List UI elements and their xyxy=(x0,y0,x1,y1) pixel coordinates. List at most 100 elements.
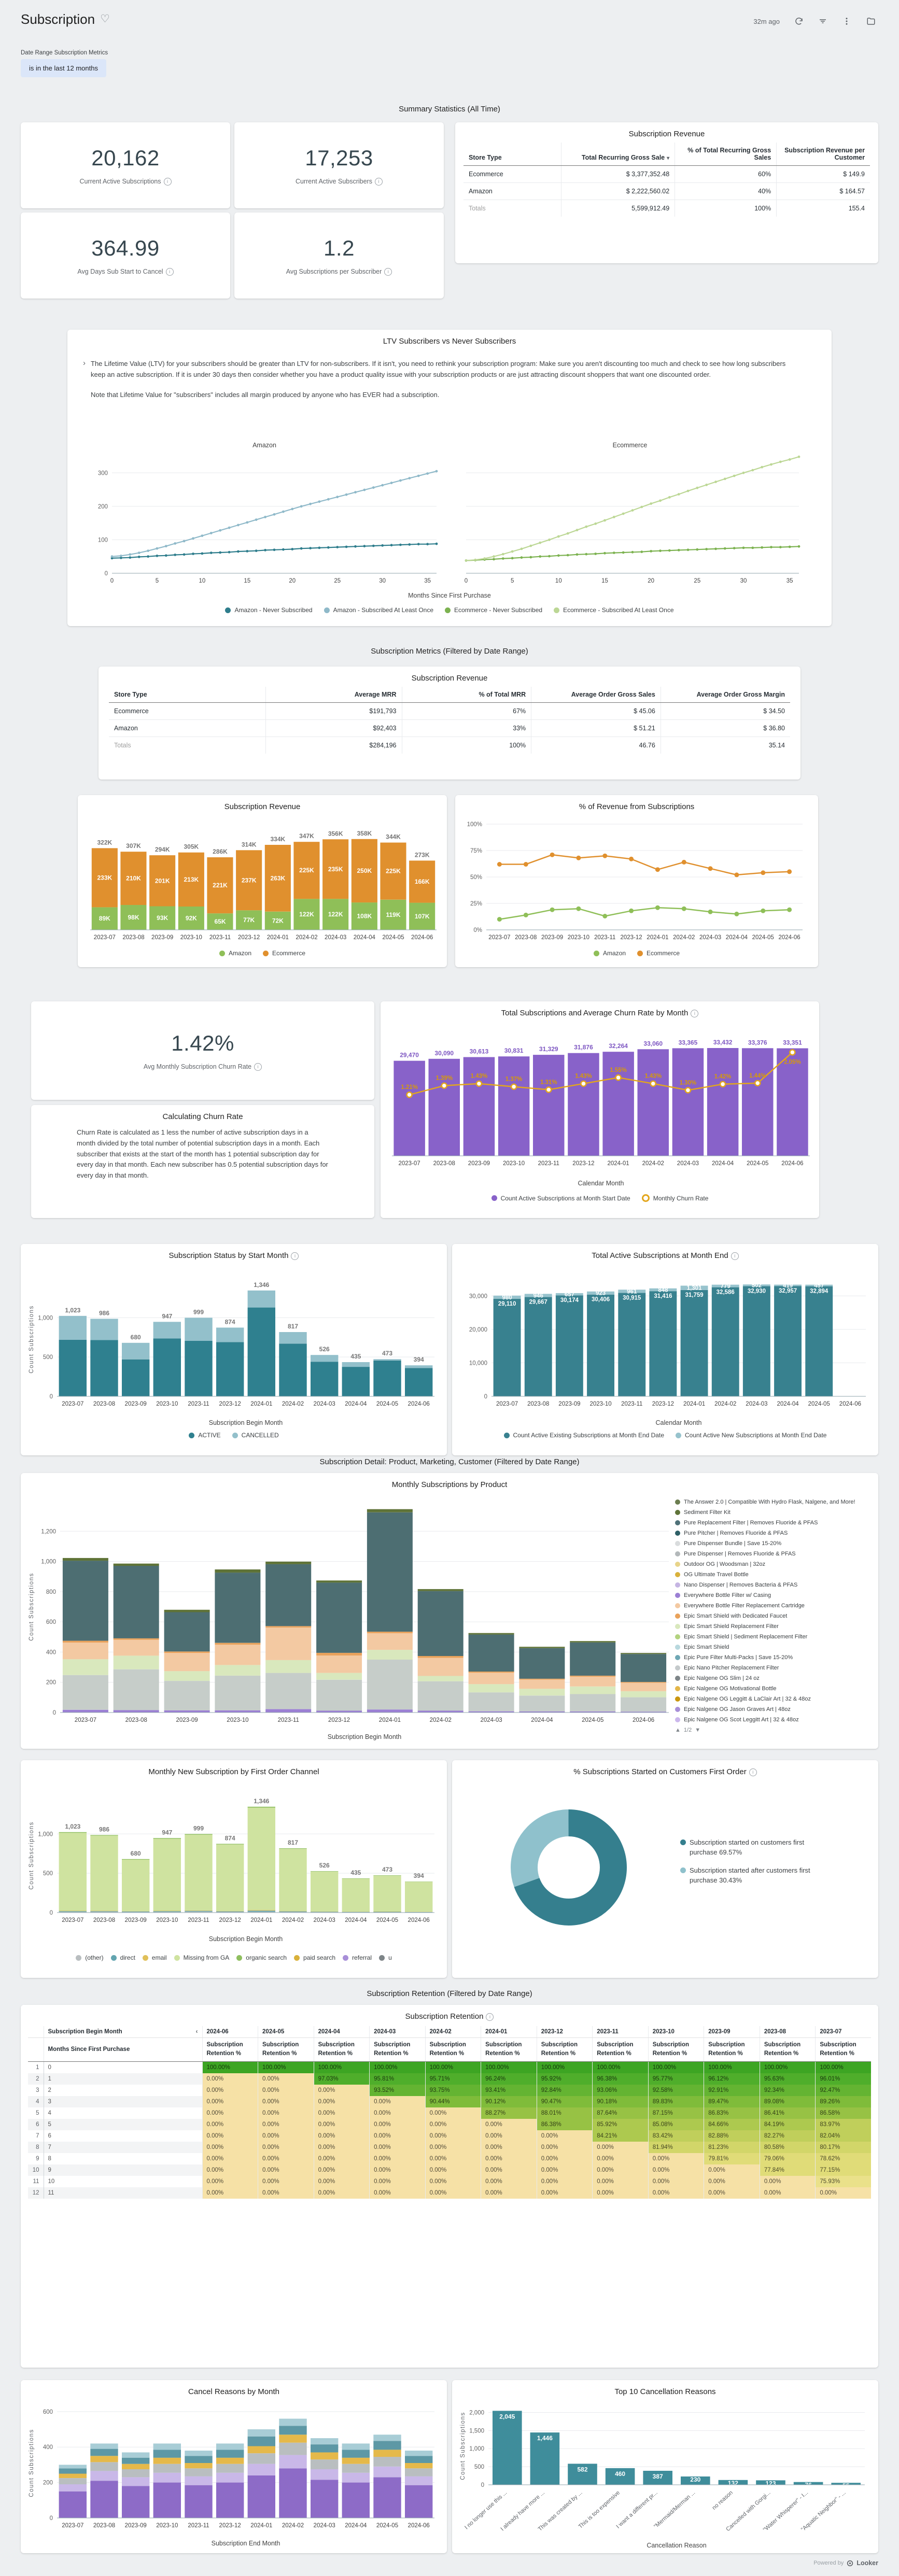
svg-text:2023-12: 2023-12 xyxy=(219,2523,241,2529)
retention-row[interactable]: 10 9 0.00% 0.00% 0.00% 0.00% 0.00% 0.00% 0.00% 0.… xyxy=(28,2164,871,2176)
subscription-revenue-chart[interactable]: 89K 233K 322K 2023-07 98K 210K 307K 2023-08 93K 2… xyxy=(84,818,441,948)
info-icon[interactable] xyxy=(384,267,392,276)
pivot-month-header[interactable]: 2024-01 xyxy=(481,2026,537,2038)
pivot-month-header[interactable]: 2024-06 xyxy=(202,2026,258,2038)
retention-row[interactable]: 4 3 0.00% 0.00% 0.00% 0.00% 90.44% 90.12% 90.47%… xyxy=(28,2096,871,2107)
measure-header[interactable]: Subscription Retention % xyxy=(202,2037,258,2062)
favorite-heart-icon[interactable]: ♡ xyxy=(100,13,110,25)
pct-revenue-from-subscriptions-chart[interactable]: 0% 25% 50% 75% 100% 2023-07 2023-08 2023-09 2023… xyxy=(460,817,811,949)
pivot-month-header[interactable]: 2023-08 xyxy=(759,2026,816,2038)
folder-icon[interactable] xyxy=(866,17,876,26)
measure-header[interactable]: Subscription Retention % xyxy=(759,2037,816,2062)
retention-row[interactable]: 5 4 0.00% 0.00% 0.00% 0.00% 0.00% 88.27% 88.01% 8… xyxy=(28,2107,871,2119)
pivot-month-header[interactable]: 2024-05 xyxy=(258,2026,314,2038)
measure-header[interactable]: Subscription Retention % xyxy=(258,2037,314,2062)
retention-row[interactable]: 1 0 100.00% 100.00% 100.00% 100.00% 100.00% 100… xyxy=(28,2061,871,2073)
cancel-reasons-by-month-chart[interactable]: 0 200 400 600 2023-07 2023-08 2023-09 2023-10 20… xyxy=(26,2401,441,2552)
svg-text:55: 55 xyxy=(842,2482,850,2489)
table-row[interactable]: Amazon $ 2,222,560.02 40% $ 164.57 xyxy=(463,182,870,200)
ltv-chart-amazon[interactable]: 0 100 200 300 0 5 10 15 20 25 30 35 xyxy=(88,452,441,590)
retention-row[interactable]: 11 10 0.00% 0.00% 0.00% 0.00% 0.00% 0.00% 0.00% 0… xyxy=(28,2175,871,2187)
subscription-status-chart[interactable]: 0 500 1,000 1,023 2023-07 986 2023-08 680 2023-0… xyxy=(26,1267,441,1431)
filter-icon[interactable] xyxy=(818,17,827,26)
measure-header[interactable]: Subscription Retention % xyxy=(536,2037,593,2062)
measure-header[interactable]: Subscription Retention % xyxy=(815,2037,871,2062)
table-row[interactable]: Ecommerce $ 3,377,352.48 60% $ 149.9 xyxy=(463,165,870,183)
summary-revenue-table[interactable]: Store Type Total Recurring Gross Sale ▾% o… xyxy=(455,138,878,217)
measure-header[interactable]: Subscription Retention % xyxy=(369,2037,426,2062)
column-header[interactable]: Average MRR xyxy=(265,687,402,703)
info-icon[interactable] xyxy=(749,1768,757,1776)
total-active-month-end-chart[interactable]: 0 10,000 20,000 30,000 29,110 980 2023-07 29,66… xyxy=(457,1267,872,1431)
legend-page-up-icon[interactable]: ▲ xyxy=(675,1727,681,1733)
row-dimension-header[interactable]: Months Since First Purchase xyxy=(43,2037,202,2062)
pivot-month-header[interactable]: 2023-09 xyxy=(704,2026,760,2038)
top-cancellation-reasons-chart[interactable]: 0 500 1,000 1,500 2,000 2,045 I no longer use … xyxy=(457,2400,872,2554)
kpi-avg-days-sub-start-to-cancel[interactable]: 364.99 Avg Days Sub Start to Cancel xyxy=(21,213,230,299)
svg-text:2023-10: 2023-10 xyxy=(156,1401,178,1407)
retention-row[interactable]: 3 2 0.00% 0.00% 0.00% 93.52% 93.75% 93.41% 92.84… xyxy=(28,2084,871,2096)
measure-header[interactable]: Subscription Retention % xyxy=(648,2037,704,2062)
info-icon[interactable] xyxy=(691,1010,699,1017)
legend-item: Pure Dispenser | Removes Fluoride & PFAS xyxy=(675,1549,873,1559)
pivot-month-header[interactable]: 2024-03 xyxy=(369,2026,426,2038)
subscription-retention-table[interactable]: Subscription Begin Month ‹ 2024-06 2024-05… xyxy=(21,2021,878,2199)
pivot-month-header[interactable]: 2024-02 xyxy=(425,2026,481,2038)
svg-text:526: 526 xyxy=(319,1346,330,1353)
table-row[interactable]: Amazon $92,403 33% $ 51.21 $ 36.80 xyxy=(109,719,790,737)
pivot-header[interactable]: Subscription Begin Month ‹ xyxy=(43,2026,202,2038)
info-icon[interactable] xyxy=(374,177,383,186)
retention-row[interactable]: 6 5 0.00% 0.00% 0.00% 0.00% 0.00% 0.00% 86.38% 85… xyxy=(28,2118,871,2130)
info-icon[interactable] xyxy=(254,1063,262,1071)
info-icon[interactable] xyxy=(163,177,172,186)
pivot-month-header[interactable]: 2023-12 xyxy=(536,2026,593,2038)
kpi-avg-subscriptions-per-subscriber[interactable]: 1.2 Avg Subscriptions per Subscriber xyxy=(234,213,444,299)
column-header[interactable]: Average Order Gross Margin xyxy=(660,687,790,703)
total-subs-churn-by-month-card: Total Subscriptions and Average Churn Ra… xyxy=(381,1001,819,1218)
svg-text:874: 874 xyxy=(225,1318,235,1325)
kpi-current-active-subscriptions[interactable]: 20,162 Current Active Subscriptions xyxy=(21,122,230,208)
date-range-filter-chip[interactable]: is in the last 12 months xyxy=(21,59,106,77)
kebab-menu-icon[interactable] xyxy=(842,17,851,26)
pivot-month-header[interactable]: 2023-07 xyxy=(815,2026,871,2038)
retention-row[interactable]: 7 6 0.00% 0.00% 0.00% 0.00% 0.00% 0.00% 0.00% 84.… xyxy=(28,2130,871,2142)
measure-header[interactable]: Subscription Retention % xyxy=(425,2037,481,2062)
info-icon[interactable] xyxy=(165,267,174,276)
column-header[interactable]: Total Recurring Gross Sale ▾ xyxy=(560,143,675,166)
info-icon[interactable] xyxy=(291,1252,299,1260)
metrics-revenue-table[interactable]: Store Type Average MRR% of Total MRR Avera… xyxy=(99,683,800,754)
retention-row[interactable]: 8 7 0.00% 0.00% 0.00% 0.00% 0.00% 0.00% 0.00% 0.0… xyxy=(28,2141,871,2153)
ltv-chart-ecommerce[interactable]: 0 5 10 15 20 25 30 35 xyxy=(454,452,806,590)
info-icon[interactable] xyxy=(731,1252,739,1260)
kpi-current-active-subscribers[interactable]: 17,253 Current Active Subscribers xyxy=(234,122,444,208)
measure-header[interactable]: Subscription Retention % xyxy=(592,2037,649,2062)
measure-header[interactable]: Subscription Retention % xyxy=(704,2037,760,2062)
legend-item: Pure Replacement Filter | Removes Fluori… xyxy=(675,1518,873,1528)
retention-row[interactable]: 12 11 0.00% 0.00% 0.00% 0.00% 0.00% 0.00% 0.00% 0… xyxy=(28,2187,871,2199)
pivot-month-header[interactable]: 2024-04 xyxy=(313,2026,370,2038)
column-header[interactable]: Average Order Gross Sales xyxy=(531,687,661,703)
retention-row[interactable]: 2 1 0.00% 0.00% 97.03% 95.81% 95.71% 96.24% 95.9… xyxy=(28,2073,871,2085)
expander-chevron-icon[interactable]: › xyxy=(83,359,86,367)
measure-header[interactable]: Subscription Retention % xyxy=(313,2037,370,2062)
pivot-month-header[interactable]: 2023-11 xyxy=(592,2026,649,2038)
svg-text:30,174: 30,174 xyxy=(560,1297,579,1304)
column-header[interactable]: % of Total MRR xyxy=(401,687,531,703)
retention-row[interactable]: 9 8 0.00% 0.00% 0.00% 0.00% 0.00% 0.00% 0.00% 0.0… xyxy=(28,2153,871,2164)
column-header[interactable]: Store Type xyxy=(109,687,266,703)
column-header[interactable]: % of Total Recurring Gross Sales xyxy=(675,143,777,166)
kpi-avg-monthly-churn-rate[interactable]: 1.42% Avg Monthly Subscription Churn Rat… xyxy=(31,1001,374,1100)
legend-page-down-icon[interactable]: ▼ xyxy=(695,1727,701,1733)
info-icon[interactable] xyxy=(486,2013,494,2021)
monthly-new-subscription-by-channel-chart[interactable]: 0 500 1,000 1,023 2023-07 986 2023-08 680 2023-0… xyxy=(26,1783,441,1947)
table-row[interactable]: Ecommerce $191,793 67% $ 45.06 $ 34.50 xyxy=(109,702,790,720)
monthly-subscriptions-by-product-chart[interactable]: 0 200 400 600 800 1,000 1,200 2023-07 2023-08 202… xyxy=(26,1494,674,1745)
refresh-icon[interactable] xyxy=(794,17,804,26)
total-subscriptions-churn-chart[interactable]: 29,470 2023-07 30,090 2023-08 30,613 2023-09 3… xyxy=(385,1022,815,1192)
chart-title: Monthly Subscriptions by Product xyxy=(391,1480,508,1489)
measure-header[interactable]: Subscription Retention % xyxy=(481,2037,537,2062)
column-header[interactable]: Subscription Revenue per Customer xyxy=(776,143,870,166)
column-header[interactable]: Store Type xyxy=(463,143,561,166)
pivot-month-header[interactable]: 2023-10 xyxy=(648,2026,704,2038)
subs-started-first-order-donut[interactable] xyxy=(499,1797,639,1940)
